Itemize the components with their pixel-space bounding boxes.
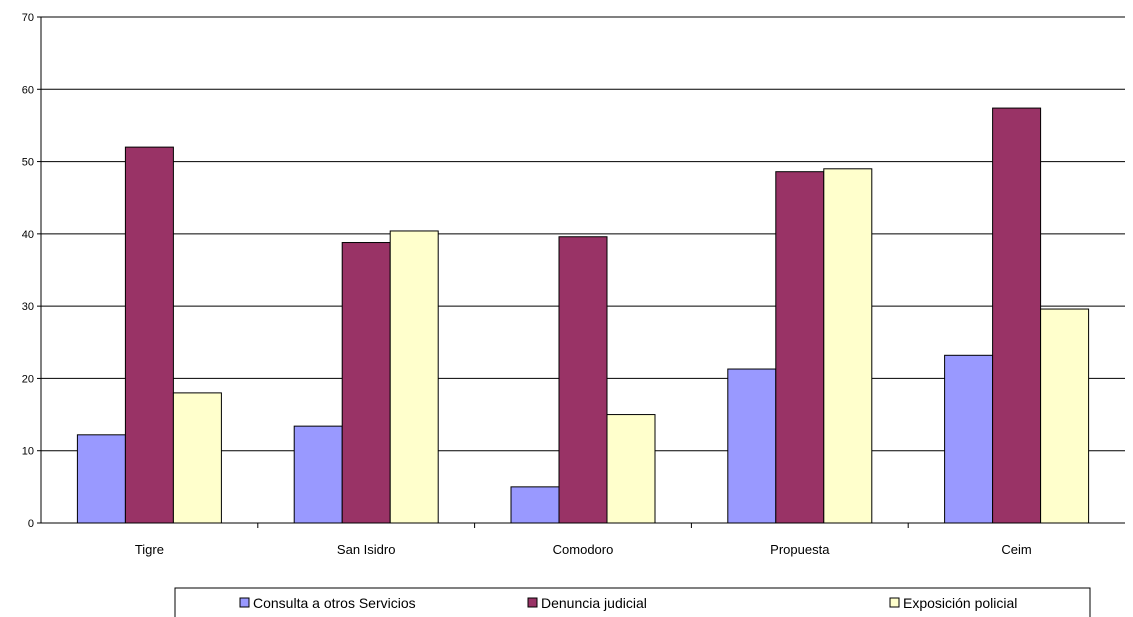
bar-denuncia-judicial-san-isidro [341,242,391,524]
bar-denuncia-judicial-tigre [124,146,174,524]
x-tick-label: Ceim [1001,542,1031,557]
legend-box [174,587,1091,617]
y-tick-label: 60 [22,84,34,96]
bar-exposicion-policial-propuesta [823,168,873,524]
legend-label-consulta-a-otros-servicios: Consulta a otros Servicios [253,595,416,611]
axes [37,16,1125,528]
legend-swatch-exposicion-policial [889,597,900,608]
y-tick-label: 20 [22,373,34,385]
tick-labels: 0 10 20 30 40 50 60 70 Tigre San Isidro Comodoro Pr… [22,12,1032,557]
bar-consulta-a-otros-servicios-comodoro [510,486,560,524]
bar-exposicion-policial-san-isidro [389,230,439,524]
bar-consulta-a-otros-servicios-propuesta [727,368,777,524]
bar-denuncia-judicial-comodoro [558,236,608,524]
legend-swatch-consulta-a-otros-servicios [239,597,250,608]
y-tick-label: 50 [22,157,34,169]
legend-swatch-denuncia-judicial [527,597,538,608]
legend-label-exposicion-policial: Exposición policial [903,595,1017,611]
y-tick-label: 0 [28,518,34,530]
x-tick-label: Comodoro [553,542,614,557]
bar-exposicion-policial-tigre [172,392,222,524]
x-tick-label: San Isidro [337,542,396,557]
y-tick-label: 40 [22,229,34,241]
bars [76,107,1090,524]
bar-consulta-a-otros-servicios-ceim [944,354,994,524]
bar-consulta-a-otros-servicios-san-isidro [293,425,343,524]
y-tick-label: 30 [22,301,34,313]
bar-denuncia-judicial-ceim [992,107,1042,524]
y-tick-label: 10 [22,446,34,458]
bar-consulta-a-otros-servicios-tigre [76,434,126,524]
y-tick-label: 70 [22,12,34,24]
x-tick-label: Tigre [135,542,164,557]
bar-exposicion-policial-ceim [1040,308,1090,524]
bar-exposicion-policial-comodoro [606,414,656,524]
x-tick-label: Propuesta [770,542,830,557]
legend-label-denuncia-judicial: Denuncia judicial [541,595,647,611]
legend: Consulta a otros Servicios Denuncia judic… [174,587,1091,617]
bar-denuncia-judicial-propuesta [775,171,825,524]
